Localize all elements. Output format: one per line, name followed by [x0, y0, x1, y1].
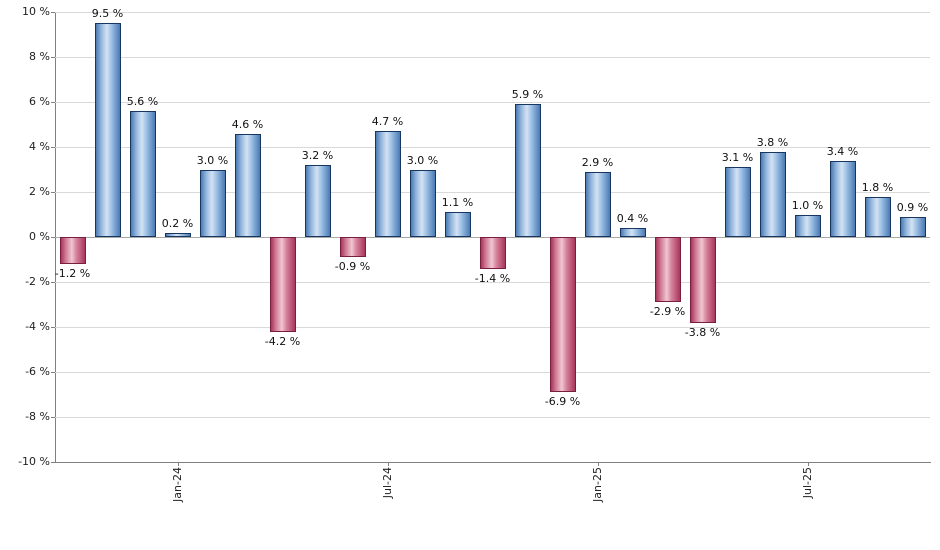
y-axis-tick [51, 237, 55, 238]
bar [759, 151, 786, 237]
x-axis-label: Jul-25 [800, 467, 814, 499]
bar [829, 160, 856, 237]
bar [899, 216, 926, 237]
bar-value-label: 3.0 % [406, 153, 439, 167]
bar [689, 237, 716, 323]
gridline [55, 57, 930, 58]
bar-value-label: 1.0 % [791, 198, 824, 212]
bar [374, 131, 401, 237]
bar-value-label: 0.2 % [161, 216, 194, 230]
bar-value-label: 3.4 % [826, 144, 859, 158]
x-axis-tick [177, 462, 179, 466]
bar [59, 237, 86, 264]
bar-value-label: -1.2 % [54, 267, 91, 280]
bar-value-label: 1.8 % [861, 180, 894, 194]
bar [409, 169, 436, 237]
y-axis-label: -4 % [25, 320, 50, 333]
bar [234, 133, 261, 237]
bar-value-label: 5.6 % [126, 95, 159, 108]
bar [339, 237, 366, 258]
bar-value-label: 0.4 % [616, 212, 649, 225]
gridline [55, 192, 930, 193]
y-axis-label: 2 % [29, 185, 50, 198]
bar [654, 237, 681, 303]
y-axis-tick [51, 282, 55, 283]
y-axis-tick [51, 57, 55, 58]
x-axis-tick [597, 462, 599, 466]
y-axis-tick [51, 372, 55, 373]
x-axis-label: Jan-25 [590, 467, 604, 502]
bar-value-label: 3.0 % [196, 153, 229, 167]
bar-value-label: -4.2 % [264, 334, 301, 348]
bar-value-label: 1.1 % [441, 196, 474, 210]
y-axis-label: 0 % [29, 230, 50, 243]
bar [864, 196, 891, 237]
bar-value-label: 5.9 % [511, 88, 544, 102]
bar [549, 237, 576, 393]
bar-value-label: 9.5 % [91, 7, 124, 21]
y-axis-label: 10 % [22, 5, 50, 18]
y-axis-label: -6 % [25, 365, 50, 378]
gridline [55, 327, 930, 328]
y-axis-label: -2 % [25, 275, 50, 288]
bar [129, 111, 156, 237]
gridline [55, 102, 930, 103]
bar [724, 167, 751, 237]
bar-value-label: 3.1 % [721, 151, 754, 165]
x-axis-label: Jan-24 [170, 467, 184, 502]
y-axis-tick [51, 417, 55, 418]
y-axis-label: -8 % [25, 410, 50, 423]
bar [199, 169, 226, 237]
y-axis-label: 4 % [29, 140, 50, 153]
bar [444, 212, 471, 237]
gridline [55, 147, 930, 148]
bar [619, 228, 646, 237]
y-axis-label: -10 % [18, 455, 50, 468]
y-axis-tick [51, 102, 55, 103]
y-axis-tick [51, 12, 55, 13]
bar [269, 237, 296, 332]
bar-value-label: -0.9 % [334, 260, 371, 274]
bar [94, 23, 121, 237]
y-axis-tick [51, 147, 55, 148]
bar-value-label: 4.7 % [371, 115, 404, 129]
y-axis-tick [51, 462, 55, 463]
bar [514, 104, 541, 237]
bar-value-label: 4.6 % [231, 117, 264, 131]
bar-value-label: -3.8 % [684, 325, 721, 339]
gridline [55, 417, 930, 418]
bar [584, 171, 611, 237]
y-axis-label: 6 % [29, 95, 50, 108]
bar-value-label: 3.2 % [301, 149, 334, 162]
y-axis-tick [51, 192, 55, 193]
bar-value-label: -1.4 % [474, 271, 511, 285]
x-axis-tick [807, 462, 809, 466]
bar-value-label: 2.9 % [581, 155, 614, 169]
y-axis-tick [51, 327, 55, 328]
gridline [55, 12, 930, 13]
x-axis-tick [387, 462, 389, 466]
bar [304, 165, 331, 237]
bar-value-label: 0.9 % [896, 200, 929, 214]
x-axis-label: Jul-24 [380, 467, 394, 499]
bar [164, 232, 191, 237]
bar-value-label: -2.9 % [649, 305, 686, 319]
gridline [55, 282, 930, 283]
bar-value-label: 3.8 % [756, 135, 789, 149]
y-axis-label: 8 % [29, 50, 50, 63]
bar [794, 214, 821, 237]
gridline [55, 372, 930, 373]
bar-value-label: -6.9 % [544, 395, 581, 409]
bar [479, 237, 506, 269]
